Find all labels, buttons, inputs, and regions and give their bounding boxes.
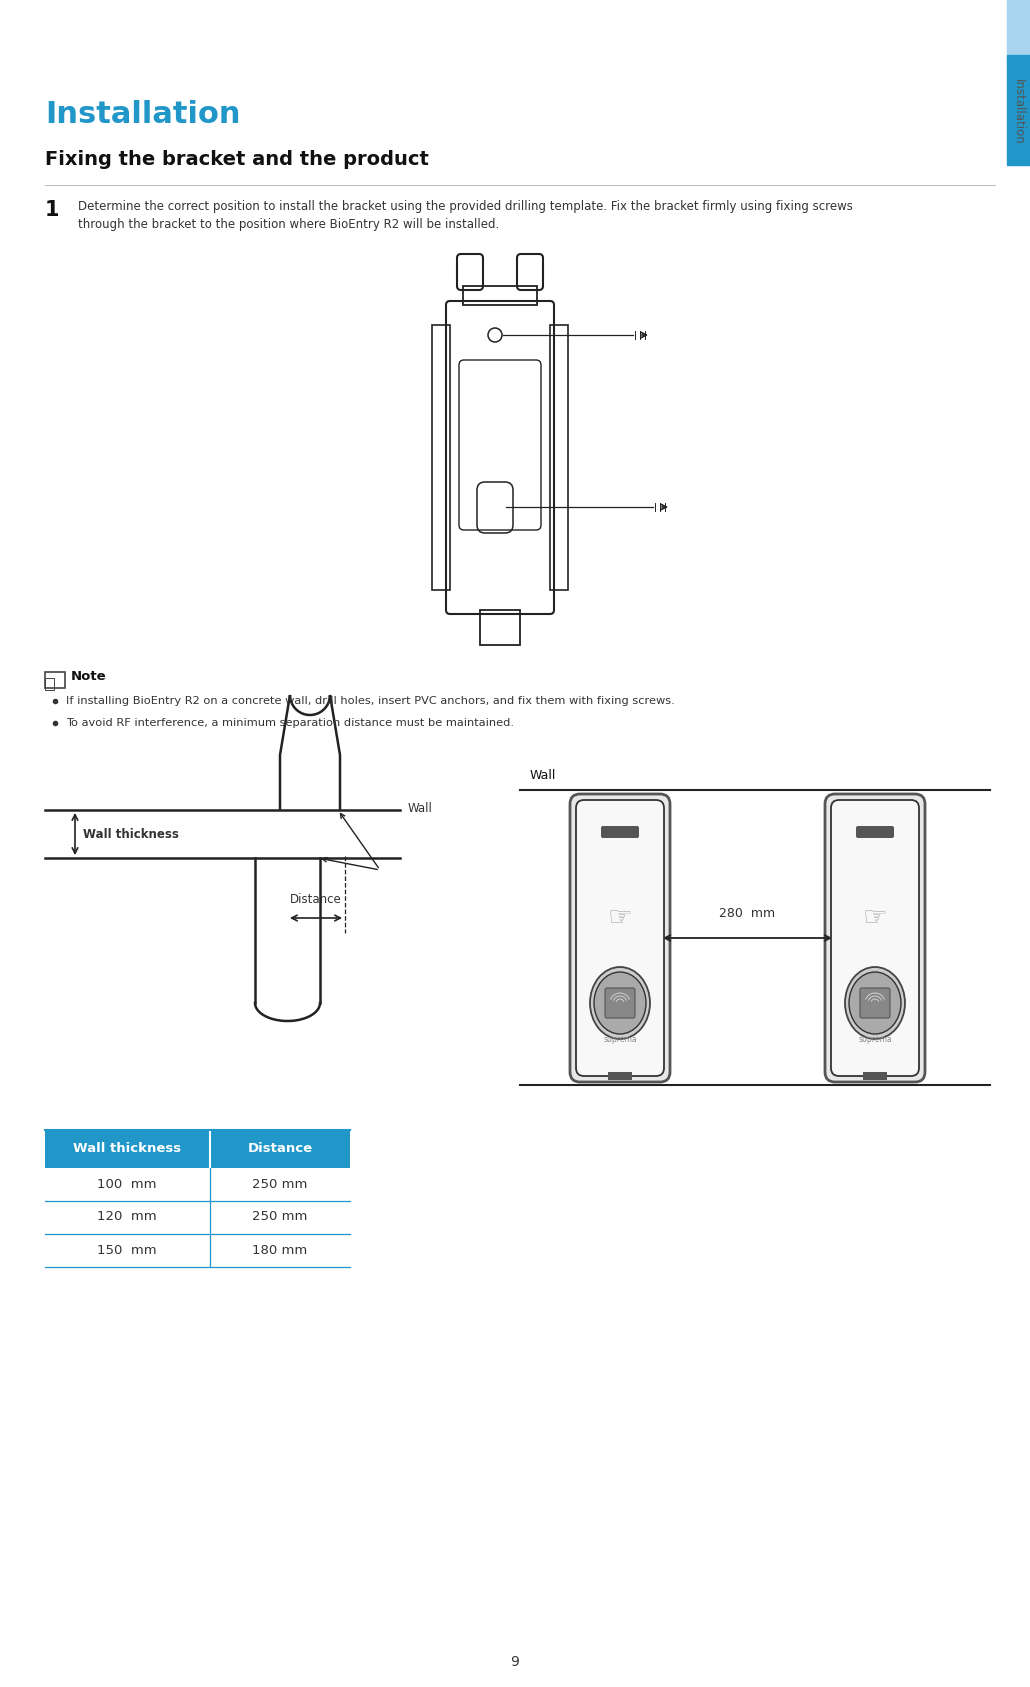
Text: Wall: Wall <box>530 769 556 783</box>
FancyBboxPatch shape <box>856 827 894 838</box>
Bar <box>45 1130 350 1167</box>
FancyBboxPatch shape <box>605 989 636 1017</box>
FancyBboxPatch shape <box>576 800 664 1076</box>
Text: 120  mm: 120 mm <box>97 1211 157 1223</box>
Text: 180 mm: 180 mm <box>252 1243 308 1257</box>
Text: 150  mm: 150 mm <box>97 1243 157 1257</box>
Text: 100  mm: 100 mm <box>97 1178 157 1191</box>
Text: Wall: Wall <box>408 801 433 815</box>
FancyBboxPatch shape <box>825 795 925 1081</box>
Bar <box>45 671 65 688</box>
Text: Determine the correct position to install the bracket using the provided drillin: Determine the correct position to instal… <box>78 201 853 213</box>
Bar <box>863 1071 887 1080</box>
Ellipse shape <box>849 972 901 1034</box>
Bar <box>858 828 892 837</box>
Text: Note: Note <box>71 670 107 683</box>
Bar <box>603 828 637 837</box>
Text: ☞: ☞ <box>862 904 888 931</box>
FancyBboxPatch shape <box>600 827 639 838</box>
Text: 280  mm: 280 mm <box>719 908 775 919</box>
FancyBboxPatch shape <box>831 800 919 1076</box>
Text: Installation: Installation <box>1011 79 1025 145</box>
FancyBboxPatch shape <box>570 795 670 1081</box>
Text: suprema: suprema <box>858 1036 892 1044</box>
Text: Distance: Distance <box>247 1142 312 1156</box>
Text: 1: 1 <box>45 201 60 219</box>
Text: 250 mm: 250 mm <box>252 1211 308 1223</box>
Text: 250 mm: 250 mm <box>252 1178 308 1191</box>
Ellipse shape <box>845 967 905 1039</box>
Text: 9: 9 <box>511 1655 519 1668</box>
Text: Installation: Installation <box>45 100 240 128</box>
Text: through the bracket to the position where BioEntry R2 will be installed.: through the bracket to the position wher… <box>78 218 500 231</box>
Text: ☞: ☞ <box>608 904 632 931</box>
Text: Fixing the bracket and the product: Fixing the bracket and the product <box>45 150 428 169</box>
Text: Distance: Distance <box>290 892 342 906</box>
Text: Wall thickness: Wall thickness <box>73 1142 181 1156</box>
Text: Wall thickness: Wall thickness <box>83 828 179 840</box>
Text: If installing BioEntry R2 on a concrete wall, drill holes, insert PVC anchors, a: If installing BioEntry R2 on a concrete … <box>66 697 675 705</box>
FancyBboxPatch shape <box>860 989 890 1017</box>
Bar <box>608 1071 632 1080</box>
Bar <box>1007 0 1030 61</box>
Bar <box>480 611 520 644</box>
Ellipse shape <box>590 967 650 1039</box>
Text: To avoid RF interference, a minimum separation distance must be maintained.: To avoid RF interference, a minimum sepa… <box>66 719 514 729</box>
Text: suprema: suprema <box>604 1036 637 1044</box>
Ellipse shape <box>594 972 646 1034</box>
Bar <box>1007 56 1030 165</box>
Bar <box>45 678 54 690</box>
